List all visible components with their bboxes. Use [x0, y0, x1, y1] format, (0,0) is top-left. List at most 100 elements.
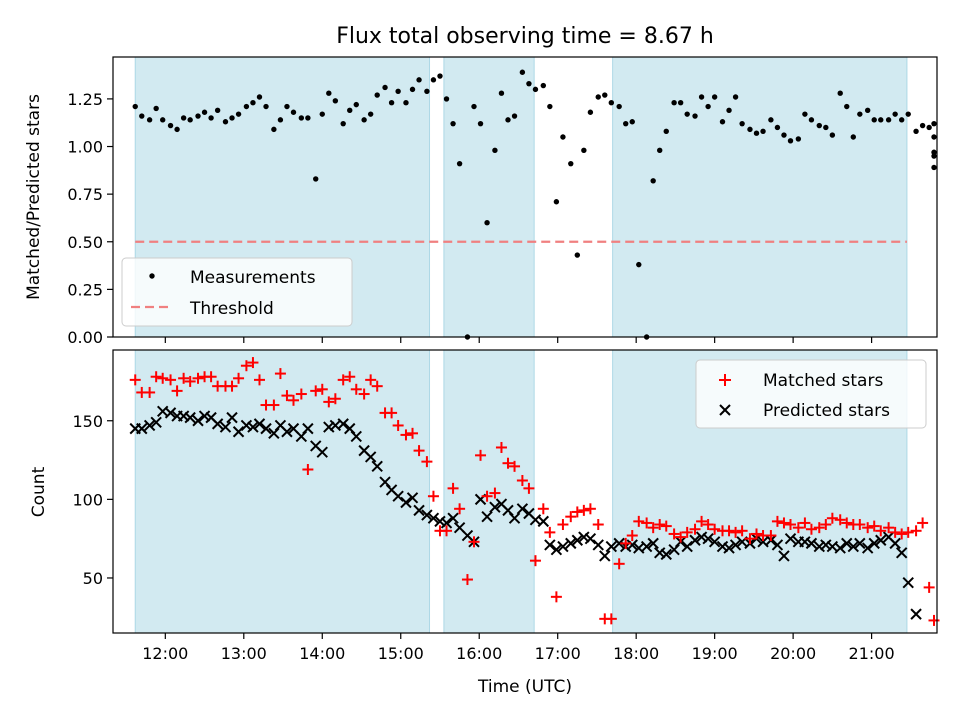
predicted-star-point [211, 418, 224, 430]
predicted-star-point [578, 531, 590, 543]
predicted-mark-stroke [757, 536, 769, 548]
predicted-mark-stroke [805, 537, 818, 550]
measurement-point [374, 92, 380, 98]
predicted-mark-stroke [287, 422, 300, 435]
measurement-point [180, 115, 187, 121]
predicted-star-point [508, 512, 521, 524]
predicted-star-point [434, 515, 446, 528]
predicted-star-point [695, 531, 708, 543]
predicted-star-point [550, 543, 563, 556]
predicted-mark-stroke [578, 531, 590, 543]
measurement-point [595, 94, 601, 100]
predicted-mark-stroke [523, 507, 535, 520]
measurement-point [263, 103, 269, 110]
measurement-point [732, 94, 739, 100]
measurement-point [795, 136, 802, 142]
matched-star-point [633, 515, 645, 527]
predicted-mark-stroke [274, 419, 287, 432]
y-tick-label: 0.75 [67, 185, 103, 204]
predicted-star-point [440, 517, 453, 529]
x-tick-label: 20:00 [770, 644, 816, 663]
matched-star-point [468, 536, 480, 548]
predicted-star-point [584, 532, 597, 545]
measurement-point [905, 111, 911, 117]
matched-star-point [730, 526, 742, 538]
predicted-star-point [820, 539, 832, 551]
predicted-mark-stroke [708, 536, 721, 548]
measurement-point [560, 134, 566, 140]
predicted-mark-stroke [599, 550, 611, 562]
x-tick-label: 12:00 [142, 644, 188, 663]
matched-star-point [923, 581, 935, 593]
predicted-mark-stroke [633, 542, 645, 554]
measurement-point [492, 147, 498, 154]
observing-span [612, 56, 908, 338]
predicted-mark-stroke [226, 411, 238, 424]
predicted-mark-stroke [516, 503, 529, 515]
predicted-star-point [910, 608, 922, 620]
matched-star-point [736, 525, 748, 537]
measurement-point [353, 101, 359, 108]
matched-star-point [660, 520, 672, 532]
predicted-star-point [654, 547, 666, 559]
predicted-star-point [613, 537, 625, 550]
y-tick-label: 50 [83, 569, 103, 588]
matched-star-point [150, 371, 162, 383]
predicted-star-point [889, 537, 901, 550]
measurement-point [931, 153, 937, 159]
predicted-star-point [150, 416, 162, 429]
matched-star-point [233, 372, 245, 384]
measurement-point [574, 252, 581, 258]
measurement-point [450, 120, 456, 127]
measurement-point [347, 107, 353, 114]
measurement-point [437, 73, 443, 79]
matched-star-point [502, 457, 514, 469]
x-tick-label: 15:00 [378, 644, 424, 663]
predicted-star-point [647, 537, 659, 550]
matched-star-point [550, 591, 562, 603]
matched-star-point [565, 511, 577, 523]
measurement-point [498, 90, 505, 96]
matched-star-point [274, 368, 286, 380]
predicted-star-point [260, 422, 272, 435]
matched-star-point [605, 613, 617, 625]
predicted-mark-stroke [820, 539, 832, 551]
legend-label-predicted: Predicted stars [763, 401, 890, 421]
predicted-mark-stroke [592, 539, 604, 551]
predicted-star-point [198, 410, 211, 422]
predicted-mark-stroke [427, 512, 440, 524]
measurement-point [277, 117, 284, 123]
predicted-mark-stroke [613, 537, 625, 550]
predicted-star-point [164, 407, 177, 419]
measurement-point [657, 147, 663, 154]
predicted-star-point [708, 536, 721, 548]
predicted-star-point [177, 410, 190, 422]
predicted-mark-stroke [329, 419, 342, 432]
predicted-mark-stroke [440, 517, 453, 529]
predicted-mark-stroke [371, 460, 383, 473]
matched-star-point [171, 385, 183, 397]
matched-star-point [862, 522, 874, 534]
predicted-star-point [226, 411, 238, 424]
predicted-mark-stroke [723, 542, 735, 554]
x-tick-label: 21:00 [849, 644, 895, 663]
predicted-mark-stroke [247, 421, 259, 433]
measurement-point [250, 100, 256, 106]
predicted-mark-stroke [660, 548, 672, 561]
matched-star-point [723, 525, 735, 537]
x-tick-label: 13:00 [221, 644, 267, 663]
measurement-point [132, 103, 138, 110]
y-tick-label: 1.25 [67, 90, 103, 109]
predicted-mark-stroke [695, 531, 708, 543]
measurement-point [532, 86, 539, 93]
measurement-point [684, 111, 690, 117]
matched-star-point [400, 429, 412, 441]
legend-frame [695, 359, 927, 429]
measurement-point [547, 103, 553, 110]
matched-star-point [641, 517, 653, 529]
matched-star-point [240, 360, 252, 372]
matched-star-point [344, 371, 356, 383]
figure-title: Flux total observing time = 8.67 h [336, 24, 714, 49]
matched-star-point [407, 427, 419, 439]
measurement-point [568, 160, 574, 167]
